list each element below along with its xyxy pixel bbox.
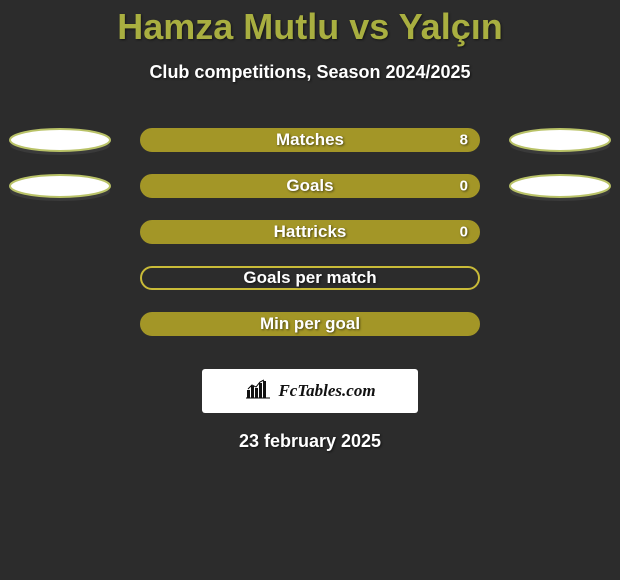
stat-value-right: 0 [460, 224, 468, 241]
stat-label: Matches [276, 130, 344, 150]
stat-bars: Matches 8 Goals 0 Hattricks 0 Goals per match M… [0, 117, 620, 347]
stat-bar: Min per goal [140, 312, 480, 336]
page-title: Hamza Mutlu vs Yalçın [0, 0, 620, 48]
stat-row: Goals per match [0, 255, 620, 301]
stat-value-right: 8 [460, 132, 468, 149]
stat-label: Hattricks [274, 222, 347, 242]
stat-bar: Goals per match [140, 266, 480, 290]
stat-bar: Hattricks 0 [140, 220, 480, 244]
stat-row: Hattricks 0 [0, 209, 620, 255]
watermark: FcTables.com [202, 369, 418, 413]
stat-value-right: 0 [460, 178, 468, 195]
stat-row: Goals 0 [0, 163, 620, 209]
date: 23 february 2025 [0, 431, 620, 452]
stat-row: Matches 8 [0, 117, 620, 163]
subtitle: Club competitions, Season 2024/2025 [0, 62, 620, 83]
player-ellipse-right [506, 127, 614, 153]
watermark-text: FcTables.com [278, 381, 375, 401]
player-ellipse-right [506, 173, 614, 199]
player-ellipse-left [6, 173, 114, 199]
stat-label: Goals [286, 176, 333, 196]
stat-bar: Matches 8 [140, 128, 480, 152]
stat-row: Min per goal [0, 301, 620, 347]
stat-label: Min per goal [260, 314, 360, 334]
chart-bars-icon [244, 378, 272, 405]
stat-bar: Goals 0 [140, 174, 480, 198]
player-ellipse-left [6, 127, 114, 153]
stat-label: Goals per match [243, 268, 376, 288]
infographic-root: Hamza Mutlu vs Yalçın Club competitions,… [0, 0, 620, 580]
